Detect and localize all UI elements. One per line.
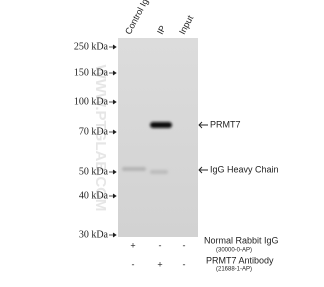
treatment-catalog: (30000-0-AP) <box>216 248 252 254</box>
blot <box>118 38 198 237</box>
marker-label: 70 kDa <box>79 126 109 137</box>
band <box>122 167 146 171</box>
lane-label: IP <box>155 24 168 36</box>
marker-label: 250 kDa <box>74 41 109 52</box>
lane-label: Control IgG <box>123 0 153 36</box>
marker-label: 150 kDa <box>74 67 109 78</box>
lane-label: Input <box>177 13 195 36</box>
band-label: PRMT7 <box>210 119 241 129</box>
sign: - <box>132 259 135 269</box>
sign: - <box>183 240 186 250</box>
band <box>150 170 168 174</box>
marker-label: 100 kDa <box>74 96 109 107</box>
treatment-name: PRMT7 Antibody <box>206 255 274 265</box>
figure: WWW.PTGLAB.COM Control IgG IP Input 250 … <box>0 0 324 287</box>
band <box>150 122 172 128</box>
sign: - <box>159 240 162 250</box>
sign: + <box>157 259 162 269</box>
band-label: IgG Heavy Chain <box>210 164 279 174</box>
treatment-name: Normal Rabbit IgG <box>204 235 279 245</box>
marker-label: 50 kDa <box>79 166 109 177</box>
sign: + <box>130 240 135 250</box>
marker-label: 40 kDa <box>79 190 109 201</box>
sign: - <box>183 259 186 269</box>
marker-label: 30 kDa <box>79 229 109 240</box>
treatment-catalog: (21688-1-AP) <box>216 267 252 273</box>
